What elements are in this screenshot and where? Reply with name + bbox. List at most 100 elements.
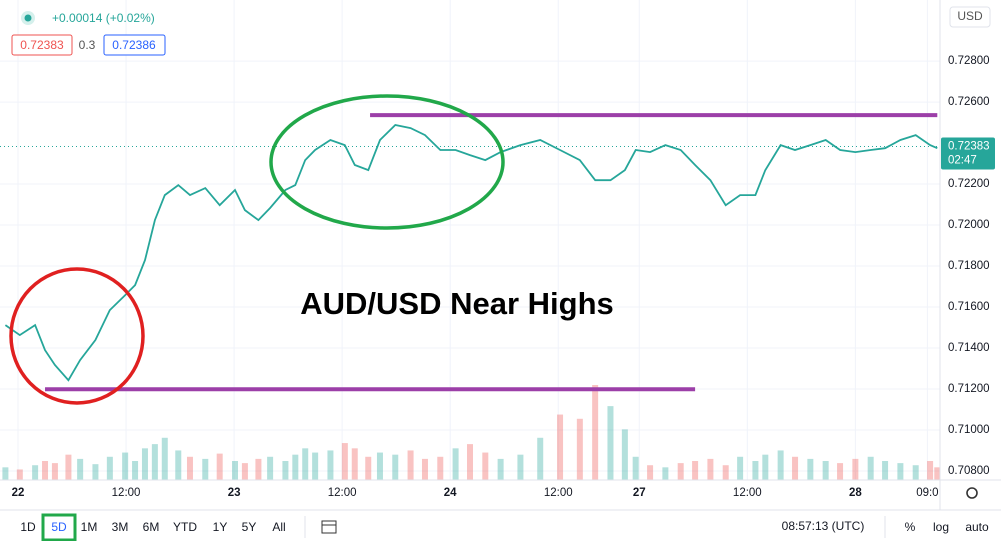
y-tick-label: 0.71000 (948, 424, 990, 436)
x-tick-label: 12:00 (733, 487, 762, 499)
volume-bar (822, 461, 829, 480)
volume-bar (882, 461, 889, 480)
volume-bar (707, 458, 714, 480)
volume-bar (421, 458, 428, 480)
volume-bar (151, 444, 158, 480)
volume-bar (267, 456, 274, 480)
spread: 0.3 (79, 38, 96, 52)
x-tick-label: 28 (849, 487, 862, 499)
volume-bar (312, 452, 319, 480)
date-range-icon[interactable] (321, 520, 337, 534)
volume-bar (16, 469, 23, 480)
volume-bar (216, 453, 223, 480)
range-button[interactable]: YTD (173, 520, 197, 534)
volume-bar (141, 448, 148, 480)
volume-bar (452, 448, 459, 480)
volume-bar (132, 461, 139, 480)
volume-bar (65, 454, 72, 480)
range-button[interactable]: 1M (81, 520, 98, 534)
currency[interactable]: USD (957, 9, 983, 23)
volume-bar (632, 456, 639, 480)
volume-bar (677, 463, 684, 480)
volume-bar (161, 437, 168, 480)
price-change: +0.00014 (+0.02%) (52, 11, 155, 25)
range-button[interactable]: 3M (112, 520, 129, 534)
volume-bar (2, 467, 9, 480)
volume-bar (607, 406, 614, 480)
range-button[interactable]: 6M (143, 520, 160, 534)
volume-bar (576, 418, 583, 480)
price-line (4, 124, 938, 382)
volume-bar (376, 452, 383, 480)
volume-bar (341, 443, 348, 480)
volume-bar (282, 461, 289, 480)
volume-bar (792, 456, 799, 480)
y-tick-label: 0.71600 (948, 301, 990, 313)
x-tick-label: 23 (228, 487, 241, 499)
y-tick-label: 0.72000 (948, 219, 990, 231)
volume-bar (77, 458, 84, 480)
volume-bar (255, 458, 262, 480)
volume-bar (592, 385, 599, 480)
volume-bar (32, 465, 39, 480)
highlight-ellipse-red (9, 267, 145, 405)
range-button[interactable]: 5D (51, 520, 67, 534)
plot (0, 113, 940, 392)
clock: 08:57:13 (UTC) (782, 519, 865, 533)
x-tick-label: 12:00 (544, 487, 573, 499)
bid-box[interactable] (11, 34, 73, 56)
volume-bar (202, 458, 209, 480)
range-button[interactable]: 1D (20, 520, 36, 534)
ask-box[interactable] (103, 34, 166, 56)
x-tick-label: 12:00 (328, 487, 357, 499)
x-tick-label: 22 (12, 487, 25, 499)
volume-bar (365, 456, 372, 480)
volume-bar (621, 429, 628, 480)
volume-bar (912, 465, 919, 480)
range-button[interactable]: 5Y (242, 520, 257, 534)
range-button[interactable]: 1Y (213, 520, 228, 534)
volume-bar (407, 450, 414, 480)
price-tag-countdown: 02:47 (948, 155, 977, 167)
volume-bar (647, 465, 654, 480)
volume-bar (106, 456, 113, 480)
y-tick-label: 0.71800 (948, 260, 990, 272)
volume-bar (232, 461, 238, 480)
volume-bar (175, 450, 182, 480)
volume-bar (537, 437, 544, 480)
range-buttons: 1D 5D 1M 3M 6M YTD 1Y 5Y All (20, 513, 286, 541)
y-tick-label: 0.71400 (948, 342, 990, 354)
volume-bar (722, 465, 729, 480)
icon-part[interactable] (321, 520, 337, 534)
volume-bar (351, 448, 358, 480)
volume-bar (517, 454, 524, 480)
bid[interactable]: 0.72383 (20, 38, 64, 52)
volume-bar (752, 461, 759, 480)
volume-bar (467, 444, 473, 480)
range-button[interactable]: All (272, 520, 285, 534)
y-tick-label: 0.72600 (948, 96, 990, 108)
settings-icon[interactable] (966, 487, 978, 499)
volume-bar (557, 414, 564, 480)
active-range-box[interactable] (41, 513, 77, 541)
volume-bar (497, 458, 504, 480)
volume-bar (437, 456, 444, 480)
scale-option[interactable]: % (905, 520, 916, 534)
volume-bar (42, 461, 49, 480)
x-tick-label: 09:0 (916, 487, 938, 499)
volume-bar (867, 456, 874, 480)
volume-bar (92, 464, 99, 480)
y-tick-label: 0.71200 (948, 383, 990, 395)
highlight-ellipse-green (269, 94, 505, 230)
volume-bar (934, 467, 941, 480)
scale-option[interactable]: auto (965, 520, 989, 534)
price-tag-value: 0.72383 (948, 141, 990, 153)
ask[interactable]: 0.72386 (112, 38, 156, 52)
x-tick-label: 24 (444, 487, 457, 499)
y-tick-label: 0.70800 (948, 465, 990, 477)
currency-box[interactable] (949, 6, 991, 28)
volume-bars (2, 385, 941, 480)
scale-option[interactable]: log (933, 520, 949, 534)
